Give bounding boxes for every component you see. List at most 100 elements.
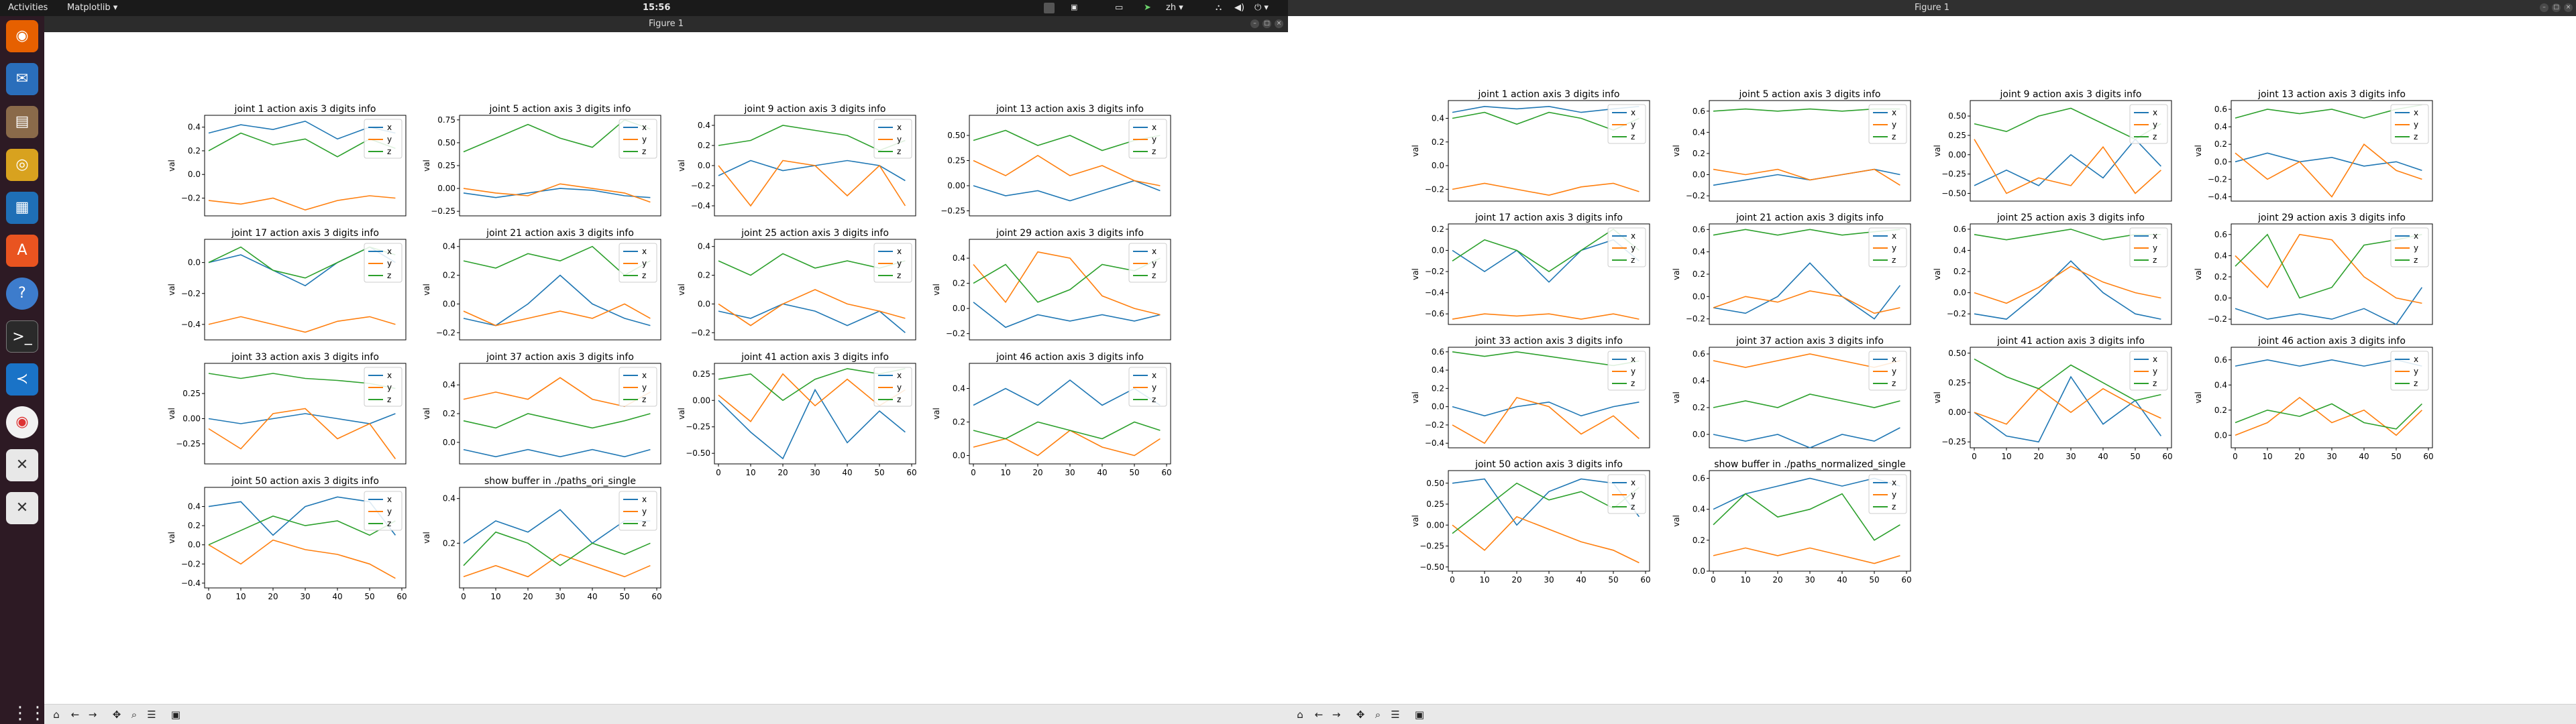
terminal-icon[interactable]: >_: [6, 320, 38, 353]
series-line-y: [1452, 182, 1640, 196]
y-tick-label: −0.2: [2208, 174, 2227, 184]
indicator-icon[interactable]: [1044, 3, 1055, 13]
x-tick-label: 40: [2359, 452, 2369, 461]
legend-label: z: [897, 271, 901, 280]
help-icon[interactable]: ?: [6, 278, 38, 310]
firefox-icon[interactable]: ◉: [6, 20, 38, 52]
storage-icon[interactable]: ▭: [1115, 3, 1124, 13]
x-tick-label: 40: [332, 592, 342, 601]
y-tick-label: 0.0: [1953, 288, 1966, 298]
series-line-x: [1713, 427, 1900, 448]
subplot: joint 13 action axis 3 digits info 0.50 0.…: [941, 104, 1171, 217]
configure-icon[interactable]: ☰: [147, 709, 156, 721]
legend-label: x: [1631, 478, 1635, 487]
software-center-icon[interactable]: A: [6, 235, 38, 267]
save-icon[interactable]: ▣: [1414, 709, 1425, 721]
y-axis-label: val: [422, 532, 431, 544]
subplot: joint 29 action axis 3 digits info val 0.4…: [932, 228, 1171, 341]
subplot-title: joint 33 action axis 3 digits info: [1474, 336, 1623, 347]
legend-label: y: [1892, 490, 1896, 499]
y-tick-label: 0.4: [1693, 505, 1705, 514]
y-tick-label: 0.4: [1953, 245, 1966, 255]
y-tick-label: 0.2: [698, 141, 710, 150]
back-icon[interactable]: ←: [1314, 709, 1324, 721]
forward-icon[interactable]: →: [88, 709, 97, 721]
tool-icon[interactable]: ✕: [6, 449, 38, 481]
home-icon[interactable]: ⌂: [53, 709, 60, 721]
vscode-icon[interactable]: ≺: [6, 363, 38, 396]
y-tick-label: 0.0: [2214, 294, 2227, 303]
tool-icon-2[interactable]: ✕: [6, 492, 38, 524]
x-tick-label: 0: [1450, 575, 1455, 585]
y-axis-label: val: [1672, 515, 1681, 527]
volume-icon[interactable]: ◀): [1234, 3, 1245, 13]
forward-icon[interactable]: →: [1332, 709, 1341, 721]
send-icon[interactable]: ➤: [1144, 3, 1151, 13]
y-tick-label: 0.2: [1953, 267, 1966, 276]
minimize-icon[interactable]: –: [1250, 19, 1259, 28]
writer-icon[interactable]: ▦: [6, 192, 38, 224]
home-icon[interactable]: ⌂: [1297, 709, 1303, 721]
legend-label: y: [2414, 243, 2418, 253]
series-line-y: [1974, 139, 2161, 194]
y-tick-label: 0.0: [1432, 402, 1444, 412]
clock[interactable]: 15:56: [643, 3, 671, 13]
y-tick-label: 0.4: [953, 384, 965, 394]
x-tick-label: 20: [2294, 452, 2304, 461]
activities-button[interactable]: Activities: [8, 3, 48, 13]
chrome-icon[interactable]: ◉: [6, 406, 38, 438]
y-tick-label: −0.2: [181, 289, 201, 298]
y-axis-label: val: [677, 284, 686, 296]
subplot-title: joint 50 action axis 3 digits info: [1474, 459, 1623, 470]
figure-canvas-right[interactable]: joint 1 action axis 3 digits info val 0.4 0…: [1288, 16, 2576, 704]
y-tick-label: 0.00: [1948, 408, 1966, 417]
maximize-icon[interactable]: □: [1263, 19, 1271, 28]
rhythmbox-icon[interactable]: ◎: [6, 149, 38, 181]
subplot-title: joint 29 action axis 3 digits info: [996, 228, 1144, 239]
y-tick-label: −0.50: [686, 448, 710, 458]
power-icon[interactable]: ⏻ ▾: [1254, 3, 1269, 13]
maximize-icon[interactable]: □: [2552, 3, 2561, 12]
x-tick-label: 50: [619, 592, 629, 601]
minimize-icon[interactable]: –: [2540, 3, 2548, 12]
y-tick-label: 0.0: [188, 170, 201, 179]
zoom-icon[interactable]: ⌕: [131, 709, 138, 721]
files-icon[interactable]: ▤: [6, 106, 38, 138]
pan-icon[interactable]: ✥: [112, 709, 121, 721]
subplot-title: joint 50 action axis 3 digits info: [231, 476, 379, 487]
y-tick-label: −0.2: [1686, 314, 1705, 324]
series-line-y: [463, 554, 651, 578]
series-line-y: [463, 303, 651, 326]
y-tick-label: 0.2: [1432, 137, 1444, 147]
pan-icon[interactable]: ✥: [1356, 709, 1365, 721]
series-line-x: [718, 388, 906, 460]
zoom-icon[interactable]: ⌕: [1375, 709, 1381, 721]
subplot: joint 33 action axis 3 digits info val 0.6…: [1411, 336, 1650, 448]
app-menu[interactable]: Matplotlib ▾: [67, 3, 118, 13]
close-icon[interactable]: ×: [2564, 3, 2573, 12]
figure-canvas[interactable]: joint 1 action axis 3 digits info val 0.4 0…: [44, 32, 1288, 704]
back-icon[interactable]: ←: [70, 709, 80, 721]
window-title-bar-right[interactable]: Figure 1 – □ ×: [1288, 0, 2576, 16]
window-title-bar[interactable]: Figure 1 – □ ×: [44, 16, 1288, 32]
close-icon[interactable]: ×: [1275, 19, 1283, 28]
configure-icon[interactable]: ☰: [1391, 709, 1400, 721]
y-tick-label: 0.2: [188, 146, 201, 156]
thunderbird-icon[interactable]: ✉: [6, 63, 38, 95]
subplot: joint 50 action axis 3 digits info val 0.4…: [167, 476, 407, 601]
series-line-z: [1713, 493, 1900, 541]
y-tick-label: −0.2: [1947, 309, 1966, 318]
subplot: joint 46 action axis 3 digits info val 0.4…: [932, 352, 1172, 477]
y-tick-label: −0.2: [691, 181, 710, 190]
input-method[interactable]: zh ▾: [1166, 3, 1183, 13]
show-applications-icon[interactable]: ⋮⋮⋮: [11, 703, 64, 723]
legend-label: x: [2153, 108, 2157, 117]
legend-label: y: [1631, 490, 1635, 499]
x-tick-label: 30: [2326, 452, 2337, 461]
gpu-indicator-icon[interactable]: ▣: [1071, 3, 1078, 11]
subplot: show buffer in ./paths_normalized_single…: [1672, 459, 1912, 585]
save-icon[interactable]: ▣: [170, 709, 181, 721]
legend-label: z: [2153, 132, 2157, 141]
network-icon[interactable]: ⛬: [1216, 3, 1222, 13]
